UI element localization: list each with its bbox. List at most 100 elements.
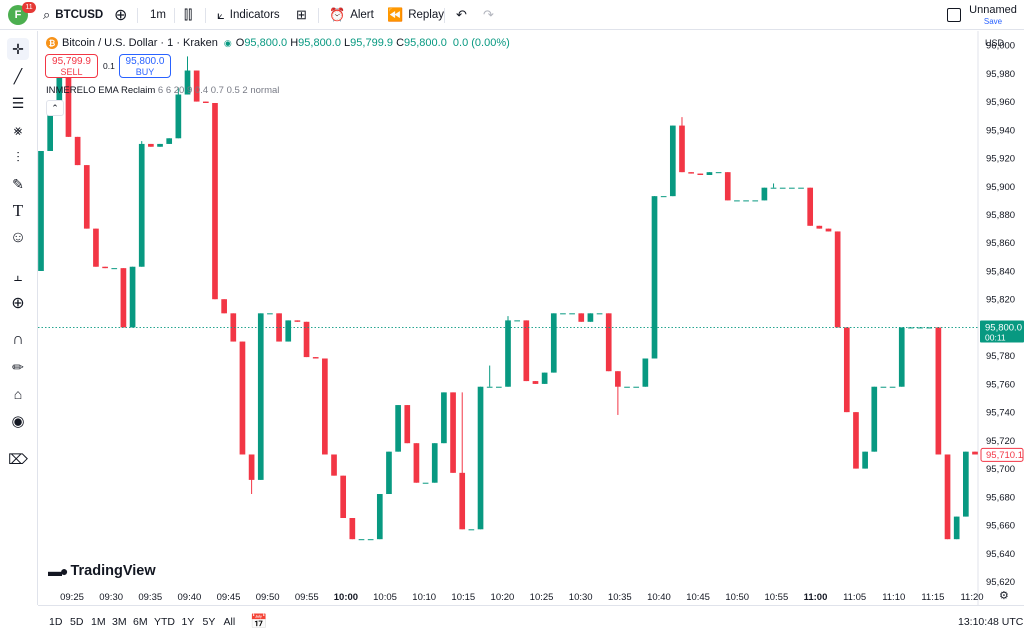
brush-icon[interactable]: ✎ [12,175,24,192]
zoom-in-icon[interactable]: ⊕ [11,295,25,312]
currency-selector[interactable]: USD [985,38,1005,48]
price-tick-label: 95,860 [986,238,1015,249]
pattern-icon[interactable]: ⨳ [13,121,23,138]
range-5d[interactable]: 5D [70,616,84,628]
lock-drawing-icon[interactable]: ✏ [12,358,24,375]
buy-price: 95,800.0 [125,56,165,67]
indicators-button[interactable]: ⟀ Indicators [217,0,280,30]
candle-body [202,101,209,103]
candle-body [944,454,951,540]
collapse-legend-button[interactable]: ⌃ [46,100,64,116]
unlock-icon[interactable]: ⌂ [13,386,23,402]
replay-button[interactable]: ⏪ Replay [387,0,444,30]
layout-checkbox[interactable] [947,8,961,22]
emoji-icon[interactable]: ☺ [9,229,27,246]
candle-body [367,539,374,541]
sell-button[interactable]: 95,799.9 SELL [45,54,98,78]
interval-button[interactable]: 1m [150,0,166,30]
symbol-search-button[interactable]: ⌕ BTCUSD [43,0,103,30]
time-tick-label: 11:05 [843,592,866,603]
date-range-icon[interactable]: 📅 [250,613,268,629]
candle-body [779,187,786,189]
time-tick-label: 10:20 [491,592,515,603]
alert-button[interactable]: ⏰ Alert [329,0,374,30]
candle-body [248,454,255,480]
candle-body [541,372,548,384]
symbol-title[interactable]: Bitcoin / U.S. Dollar · 1 · Kraken [62,37,218,49]
candle-body [953,516,960,540]
price-tick-label: 96,000 [986,41,1015,52]
candle-body [651,196,658,359]
alarm-clock-icon: ⏰ [329,7,346,22]
candle-body [413,443,420,483]
compare-button[interactable]: ⊕ [114,0,132,30]
search-icon: ⌕ [43,7,51,22]
utc-clock[interactable]: 13:10:48 UTC [958,616,1024,628]
range-1m[interactable]: 1M [91,616,106,628]
price-tick-label: 95,880 [986,210,1015,221]
candle-body [963,451,969,517]
range-1d[interactable]: 1D [49,616,63,628]
candle-body [65,59,72,137]
candle-body [843,327,850,413]
trend-line-icon[interactable]: ╱ [13,67,23,84]
candle-body [459,472,466,530]
time-tick-label: 10:40 [647,592,671,603]
candle-body [230,313,237,342]
candle-body [38,150,44,271]
fib-icon[interactable]: ☰ [11,94,25,111]
range-all[interactable]: All [223,616,236,628]
ruler-icon[interactable]: ⫠ [13,267,23,284]
indicators-label: Indicators [229,9,280,21]
trash-icon[interactable]: ⌦ [8,450,28,467]
candle-body [340,475,347,519]
range-ytd[interactable]: YTD [154,616,175,628]
candle-body [422,482,429,484]
candle-body [853,412,859,469]
text-icon[interactable]: T [12,201,24,220]
time-tick-label: 11:20 [960,592,983,603]
eye-icon[interactable]: ◉ [11,413,25,430]
grid-icon: ⊞ [296,7,307,22]
candle-body [83,165,90,229]
range-3m[interactable]: 3M [112,616,127,628]
candle-body [468,529,475,531]
price-tick-label: 95,780 [986,351,1015,362]
range-5y[interactable]: 5Y [202,616,216,628]
buy-button[interactable]: 95,800.0 BUY [119,54,171,78]
candle-body [166,138,173,144]
buy-label: BUY [135,67,155,77]
projection-icon[interactable]: ⫶ [16,148,20,165]
candle-body [294,320,301,322]
price-tick-label: 95,760 [986,379,1015,390]
save-link[interactable]: Save [983,17,1003,26]
candle-body [770,187,777,189]
candle-body [212,102,218,300]
chart-type-button[interactable]: ⫿⫿ [184,0,197,30]
undo-button[interactable]: ↶ [456,0,472,30]
range-6m[interactable]: 6M [133,616,148,628]
time-tick-label: 11:10 [882,592,905,603]
candle-body [477,386,484,530]
alt-price-badge [980,447,1024,462]
time-tick-label: 10:25 [530,592,554,603]
magnet-icon[interactable]: ∩ [12,331,24,348]
axis-settings-icon[interactable]: ⚙ [999,590,1009,602]
candle-body [193,70,200,102]
candle-body [505,320,511,387]
range-1y[interactable]: 1Y [181,616,195,628]
candle-body [184,70,191,95]
top-toolbar: F 11 ⌕ BTCUSD ⊕ 1m ⫿⫿ ⟀ Indicators ⊞ ⏰ A… [0,0,1024,30]
time-tick-label: 09:55 [295,592,319,603]
time-tick-label: 10:00 [334,592,358,603]
candle-body [615,371,621,387]
candle-body [404,405,411,444]
price-tick-label: 95,680 [986,492,1015,503]
interval-label: 1m [150,9,166,21]
indicator-legend[interactable]: INMERELO EMA Reclaim 6 6 20 9 0.4 0.7 0.… [46,85,279,96]
layout-name-button[interactable]: Unnamed Save [968,4,1018,34]
crosshair-icon[interactable]: ✛ [7,38,29,60]
templates-button[interactable]: ⊞ [296,0,312,30]
redo-button[interactable]: ↷ [483,0,499,30]
